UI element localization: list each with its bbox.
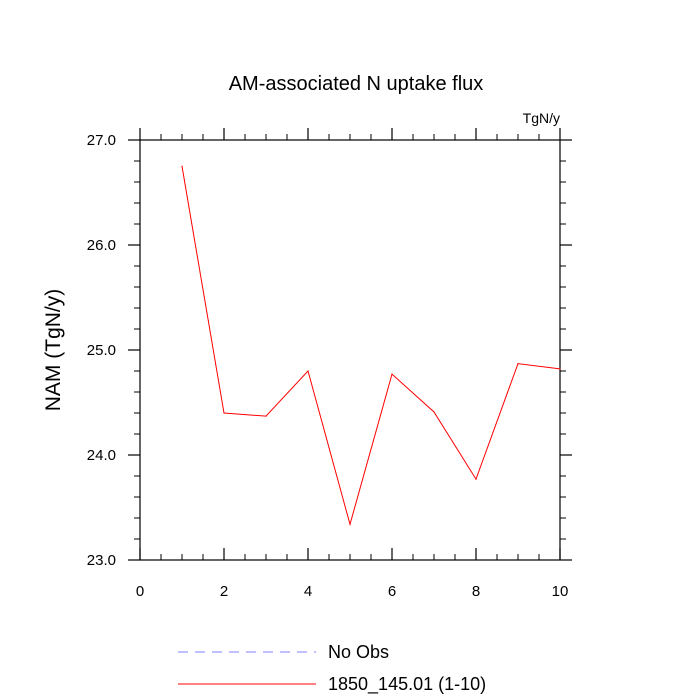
series-point: [349, 523, 351, 525]
series-point: [307, 370, 309, 372]
series-point: [181, 165, 183, 167]
y-tick-label: 26.0: [87, 237, 116, 254]
y-tick-label: 27.0: [87, 132, 116, 149]
series-point: [223, 412, 225, 414]
series-layer: [181, 165, 561, 527]
x-tick-label: 6: [388, 583, 396, 600]
minor-ticks: [134, 134, 566, 560]
tick-labels: 0 2 4 6 8 10 23.0 24.0 25.0 26.0 27.0: [87, 132, 569, 600]
legend-label-1850-series: 1850_145.01 (1-10): [328, 674, 486, 695]
x-tick-label: 0: [136, 583, 144, 600]
plot-frame: [139, 139, 561, 561]
y-tick-label: 23.0: [87, 552, 116, 569]
series-point: [517, 363, 519, 365]
series-line-1: [181, 166, 561, 527]
series-point: [559, 368, 561, 370]
legend-label-no-obs: No Obs: [328, 642, 389, 662]
chart-title: AM-associated N uptake flux: [229, 73, 484, 95]
series-point: [265, 415, 267, 417]
x-tick-label: 4: [304, 583, 312, 600]
y-axis-label: NAM (TgN/y): [42, 289, 65, 412]
units-label: TgN/y: [523, 110, 560, 126]
y-tick-label: 24.0: [87, 447, 116, 464]
x-tick-label: 8: [472, 583, 480, 600]
legend: No Obs 1850_145.01 (1-10): [178, 642, 486, 695]
major-ticks: [128, 128, 572, 561]
series-point: [391, 373, 393, 375]
x-tick-label: 10: [552, 583, 569, 600]
x-tick-label: 2: [220, 583, 228, 600]
y-tick-label: 25.0: [87, 342, 116, 359]
series-point: [475, 478, 477, 480]
series-point: [433, 411, 435, 413]
